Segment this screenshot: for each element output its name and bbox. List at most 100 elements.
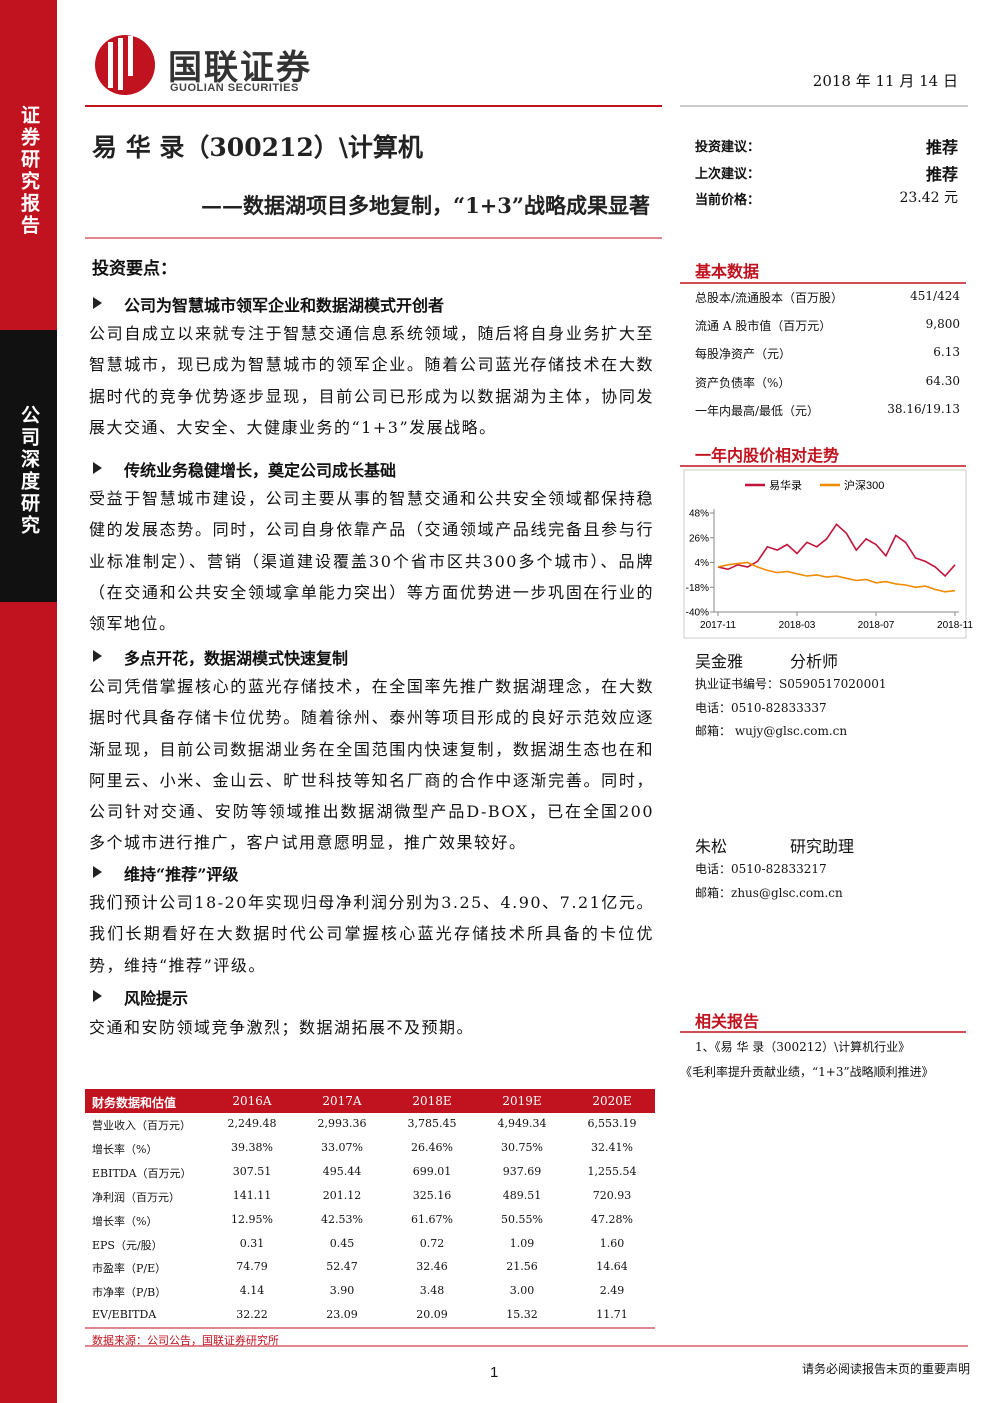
subtitle: ——数据湖项目多地复制，“1+3”战略成果显著 — [201, 193, 650, 218]
analyst-name: 朱松 — [695, 837, 728, 856]
section-heading: 公司为智慧城市领军企业和数据湖模式开创者 — [124, 296, 445, 315]
table-cell: 3.48 — [419, 1284, 445, 1298]
analyst-contact: 执业证书编号：S0590517020001 — [695, 677, 887, 691]
bullet — [93, 866, 102, 878]
x-tick-label: 2018-11 — [937, 620, 973, 631]
rating-value: 推荐 — [925, 138, 958, 157]
table-row-label: 增长率（%） — [92, 1142, 158, 1156]
chart-title: 一年内股价相对走势 — [695, 446, 840, 465]
y-tick-label: 48% — [689, 509, 709, 520]
basic-data-label: 总股本/流通股本（百万股） — [695, 291, 844, 305]
sidebar-middle: 公司深度研究 — [18, 405, 40, 537]
rating-value: 推荐 — [925, 164, 958, 184]
table-cell: 39.38% — [231, 1140, 273, 1154]
table-cell: 32.46 — [416, 1260, 448, 1274]
table-cell: 33.07% — [321, 1140, 363, 1154]
table-cell: 0.45 — [329, 1236, 355, 1250]
table-cell: 1,255.54 — [587, 1164, 637, 1178]
table-header-bg — [85, 1089, 655, 1113]
analyst-name: 吴金雅 — [695, 652, 744, 671]
title: 易 华 录（300212）\计算机 — [92, 133, 423, 162]
logo-subtext: GUOLIAN SECURITIES — [170, 82, 299, 94]
table-header: 2020E — [592, 1094, 632, 1108]
table-row-label: 营业收入（百万元） — [92, 1119, 191, 1132]
rating-value: 23.42 元 — [899, 190, 958, 206]
table-cell: 26.46% — [411, 1140, 453, 1154]
sidebar — [0, 0, 57, 1403]
table-cell: 47.28% — [591, 1212, 633, 1226]
table-cell: 2,993.36 — [317, 1117, 367, 1130]
basic-data-value: 64.30 — [925, 373, 960, 388]
analyst-role: 研究助理 — [790, 837, 855, 856]
key-points-heading: 投资要点： — [92, 259, 177, 279]
logo-mark — [95, 35, 155, 95]
table-row-label: 市盈率（P/E） — [92, 1262, 167, 1276]
table-cell: 720.93 — [592, 1188, 632, 1202]
x-tick-label: 2018-07 — [858, 620, 895, 631]
table-header: 2017A — [322, 1094, 362, 1108]
table-source: 数据来源：公司公告，国联证券研究所 — [92, 1334, 279, 1347]
logo-text: 国联证券 — [168, 48, 312, 88]
table-header: 2018E — [412, 1094, 452, 1108]
table-row-label: 市净率（P/B） — [92, 1286, 167, 1300]
section-heading: 维持“推荐”评级 — [124, 865, 239, 884]
table-row-label: EBITDA（百万元） — [92, 1166, 192, 1180]
table-cell: 3.00 — [509, 1284, 535, 1298]
basic-data-heading: 基本数据 — [695, 262, 760, 281]
sidebar-top: 证券研究报告 — [18, 105, 40, 237]
table-row-label: EV/EBITDA — [92, 1308, 157, 1322]
table-cell: 74.79 — [236, 1260, 268, 1274]
table-cell: 495.44 — [322, 1164, 362, 1178]
related-item: 1、《易 华 录（300212）\计算机行业》 — [695, 1040, 911, 1054]
table-cell: 21.56 — [506, 1260, 538, 1274]
table-cell: 30.75% — [501, 1140, 543, 1154]
table-cell: 0.31 — [239, 1236, 265, 1250]
analyst-contact: 邮箱：zhus@glsc.com.cn — [695, 885, 843, 900]
table-cell: 4.14 — [239, 1284, 265, 1298]
table-row-label: EPS（元/股） — [92, 1238, 163, 1252]
analyst-contact: 电话：0510-82833217 — [695, 862, 827, 876]
table-cell: 325.16 — [412, 1188, 452, 1202]
section-paragraph: 我们预计公司18-20年实现归母净利润分别为3.25、4.90、7.21亿元。我… — [89, 893, 654, 975]
table-header: 2019E — [502, 1094, 542, 1108]
report-date: 2018 年 11 月 14 日 — [812, 72, 958, 90]
table-cell: 141.11 — [232, 1188, 272, 1202]
table-cell: 1.60 — [599, 1236, 625, 1250]
rating-label: 上次建议： — [695, 166, 761, 182]
legend-label: 易华录 — [769, 478, 802, 492]
table-cell: 32.22 — [236, 1308, 268, 1322]
table-header: 财务数据和估值 — [92, 1096, 177, 1110]
disclaimer: 请务必阅读报告末页的重要声明 — [801, 1362, 970, 1376]
table-header: 2016A — [232, 1094, 272, 1108]
x-tick-label: 2017-11 — [700, 620, 736, 631]
bullet — [93, 297, 102, 309]
table-cell: 6,553.19 — [587, 1117, 637, 1130]
series-line — [717, 523, 956, 578]
table-cell: 4,949.34 — [497, 1117, 547, 1130]
table-cell: 15.32 — [506, 1308, 538, 1322]
table-cell: 3.90 — [329, 1284, 355, 1298]
table-cell: 11.71 — [596, 1308, 628, 1322]
section-heading: 传统业务稳健增长，奠定公司成长基础 — [124, 461, 397, 480]
basic-data-label: 一年内最高/最低（元） — [695, 403, 820, 418]
table-cell: 14.64 — [596, 1260, 628, 1274]
basic-data-label: 资产负债率（%） — [695, 375, 791, 390]
basic-data-value: 6.13 — [933, 345, 960, 360]
section-paragraph: 公司自成立以来就专注于智慧交通信息系统领域，随后将自身业务扩大至智慧城市，现已成… — [89, 324, 654, 437]
section-paragraph: 公司凭借掌握核心的蓝光存储技术，在全国率先推广数据湖理念，在大数据时代具备存储卡… — [89, 677, 654, 853]
table-cell: 2.49 — [599, 1284, 625, 1298]
table-cell: 42.53% — [321, 1212, 363, 1226]
table-cell: 61.67% — [411, 1212, 453, 1226]
table-cell: 0.72 — [419, 1236, 445, 1250]
rating-label: 投资建议： — [695, 140, 761, 155]
page-number: 1 — [490, 1364, 499, 1381]
table-cell: 937.69 — [502, 1164, 542, 1178]
basic-data-label: 流通 A 股市值（百万元） — [695, 319, 832, 334]
section-paragraph: 受益于智慧城市建设，公司主要从事的智慧交通和公共安全领域都保持稳健的发展态势。同… — [89, 489, 654, 634]
bullet — [93, 462, 102, 474]
basic-data-value: 9,800 — [925, 317, 960, 332]
series-line — [717, 561, 956, 593]
